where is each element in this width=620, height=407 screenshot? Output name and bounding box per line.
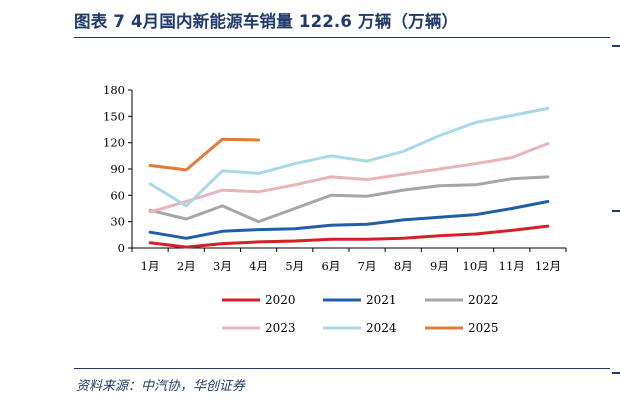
x-tick-label: 8月 (394, 259, 413, 273)
legend-label-2024: 2024 (366, 321, 397, 335)
title-rule (74, 37, 610, 38)
edge-marker (612, 210, 620, 212)
y-tick-label: 150 (103, 109, 125, 123)
source-rule (74, 368, 610, 369)
series-line-2024 (148, 106, 550, 208)
x-tick-label: 3月 (213, 259, 232, 273)
chart-series (148, 106, 550, 249)
chart-legend: 2020 2021 2022 2023 2024 2025 (222, 293, 499, 335)
y-tick-label: 0 (118, 241, 125, 255)
series-line-2022 (148, 175, 550, 224)
x-tick-label: 1月 (141, 259, 160, 273)
x-tick-label: 10月 (463, 259, 489, 273)
legend-label-2021: 2021 (366, 293, 397, 307)
x-tick-label: 11月 (499, 259, 525, 273)
x-tick-label: 6月 (322, 259, 341, 273)
edge-marker (612, 45, 620, 47)
figure-title: 图表 7 4月国内新能源车销量 122.6 万辆（万辆） (74, 12, 459, 31)
chart-axes: 0 30 60 90 120 150 180 1月 2月 3月 4月 5月 6月 7月 8月 9月 10月 11月… (103, 83, 567, 273)
legend-label-2022: 2022 (468, 293, 499, 307)
source-note: 资料来源：中汽协，华创证券 (76, 379, 246, 394)
series-line-2025 (148, 137, 261, 172)
series-line-2023 (148, 142, 550, 214)
edge-marker (612, 372, 620, 374)
series-line-2021 (148, 200, 550, 240)
x-tick-label: 9月 (430, 259, 449, 273)
x-tick-label: 2月 (177, 259, 196, 273)
y-tick-label: 180 (103, 83, 125, 97)
x-tick-label: 7月 (358, 259, 377, 273)
x-tick-label: 12月 (535, 259, 561, 273)
y-tick-label: 60 (110, 188, 125, 202)
x-tick-label: 4月 (249, 259, 268, 273)
y-tick-label: 120 (103, 136, 125, 150)
series-line-2020 (148, 224, 550, 249)
legend-label-2020: 2020 (265, 293, 296, 307)
y-tick-label: 30 (110, 215, 125, 229)
y-tick-label: 90 (110, 162, 125, 176)
legend-label-2023: 2023 (265, 321, 296, 335)
legend-label-2025: 2025 (468, 321, 499, 335)
x-tick-label: 5月 (285, 259, 304, 273)
